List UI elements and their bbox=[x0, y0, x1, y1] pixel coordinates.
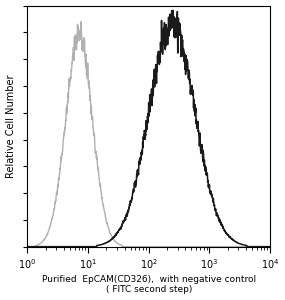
X-axis label: Purified  EpCAM(CD326),  with negative control
( FITC second step): Purified EpCAM(CD326), with negative con… bbox=[42, 275, 256, 294]
Y-axis label: Relative Cell Number: Relative Cell Number bbox=[5, 74, 16, 178]
